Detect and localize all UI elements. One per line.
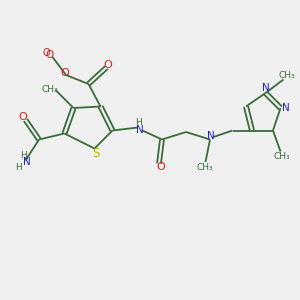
Text: N: N (136, 124, 143, 135)
Text: O: O (42, 48, 50, 59)
Text: S: S (93, 147, 100, 160)
Text: H: H (21, 151, 27, 160)
Text: N: N (207, 130, 214, 141)
Text: O: O (156, 162, 165, 172)
Text: H: H (15, 163, 21, 172)
Text: O: O (60, 68, 69, 78)
Text: O: O (45, 50, 54, 60)
Text: O: O (103, 60, 112, 70)
Text: CH₃: CH₃ (196, 163, 213, 172)
Text: N: N (282, 103, 290, 113)
Text: H: H (135, 118, 141, 127)
Text: CH₃: CH₃ (279, 71, 296, 80)
Text: O: O (18, 112, 27, 122)
Text: CH₃: CH₃ (274, 152, 290, 161)
Text: CH₃: CH₃ (42, 85, 58, 94)
Text: N: N (23, 157, 31, 167)
Text: N: N (262, 83, 269, 93)
